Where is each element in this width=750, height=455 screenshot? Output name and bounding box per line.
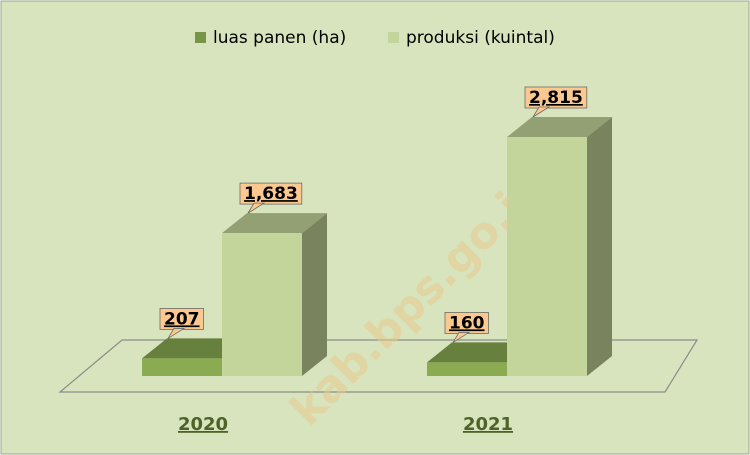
data-label: 160 [444, 312, 489, 343]
callout-tail [532, 106, 551, 118]
x-tick-label: 2020 [178, 414, 228, 435]
data-label-text: 2,815 [529, 88, 583, 108]
data-label: 2,815 [524, 86, 588, 118]
legend-label: produksi (kuintal) [406, 28, 555, 48]
data-label: 1,683 [239, 182, 303, 214]
bar-top [222, 213, 327, 234]
bar-side [302, 213, 327, 376]
callout-box [239, 182, 303, 205]
data-label-text: 207 [164, 309, 200, 329]
callout-tail [452, 332, 471, 343]
legend-swatch [388, 32, 399, 43]
bar-top [507, 117, 612, 137]
floor [58, 339, 699, 393]
legend-swatch [195, 32, 206, 43]
bar [142, 358, 222, 376]
bar [507, 137, 587, 376]
data-label-text: 1,683 [244, 184, 298, 204]
bar-side [587, 117, 612, 376]
bar [222, 233, 302, 376]
bar-top [427, 342, 532, 363]
callout-box [524, 86, 588, 109]
x-tick-label: 2021 [463, 414, 513, 435]
bar [427, 362, 507, 376]
bar-top [142, 338, 247, 359]
legend-label: luas panen (ha) [213, 28, 346, 48]
callout-tail [167, 328, 186, 339]
data-label: 207 [159, 308, 204, 339]
callout-tail [247, 202, 266, 214]
data-label-text: 160 [449, 313, 485, 333]
